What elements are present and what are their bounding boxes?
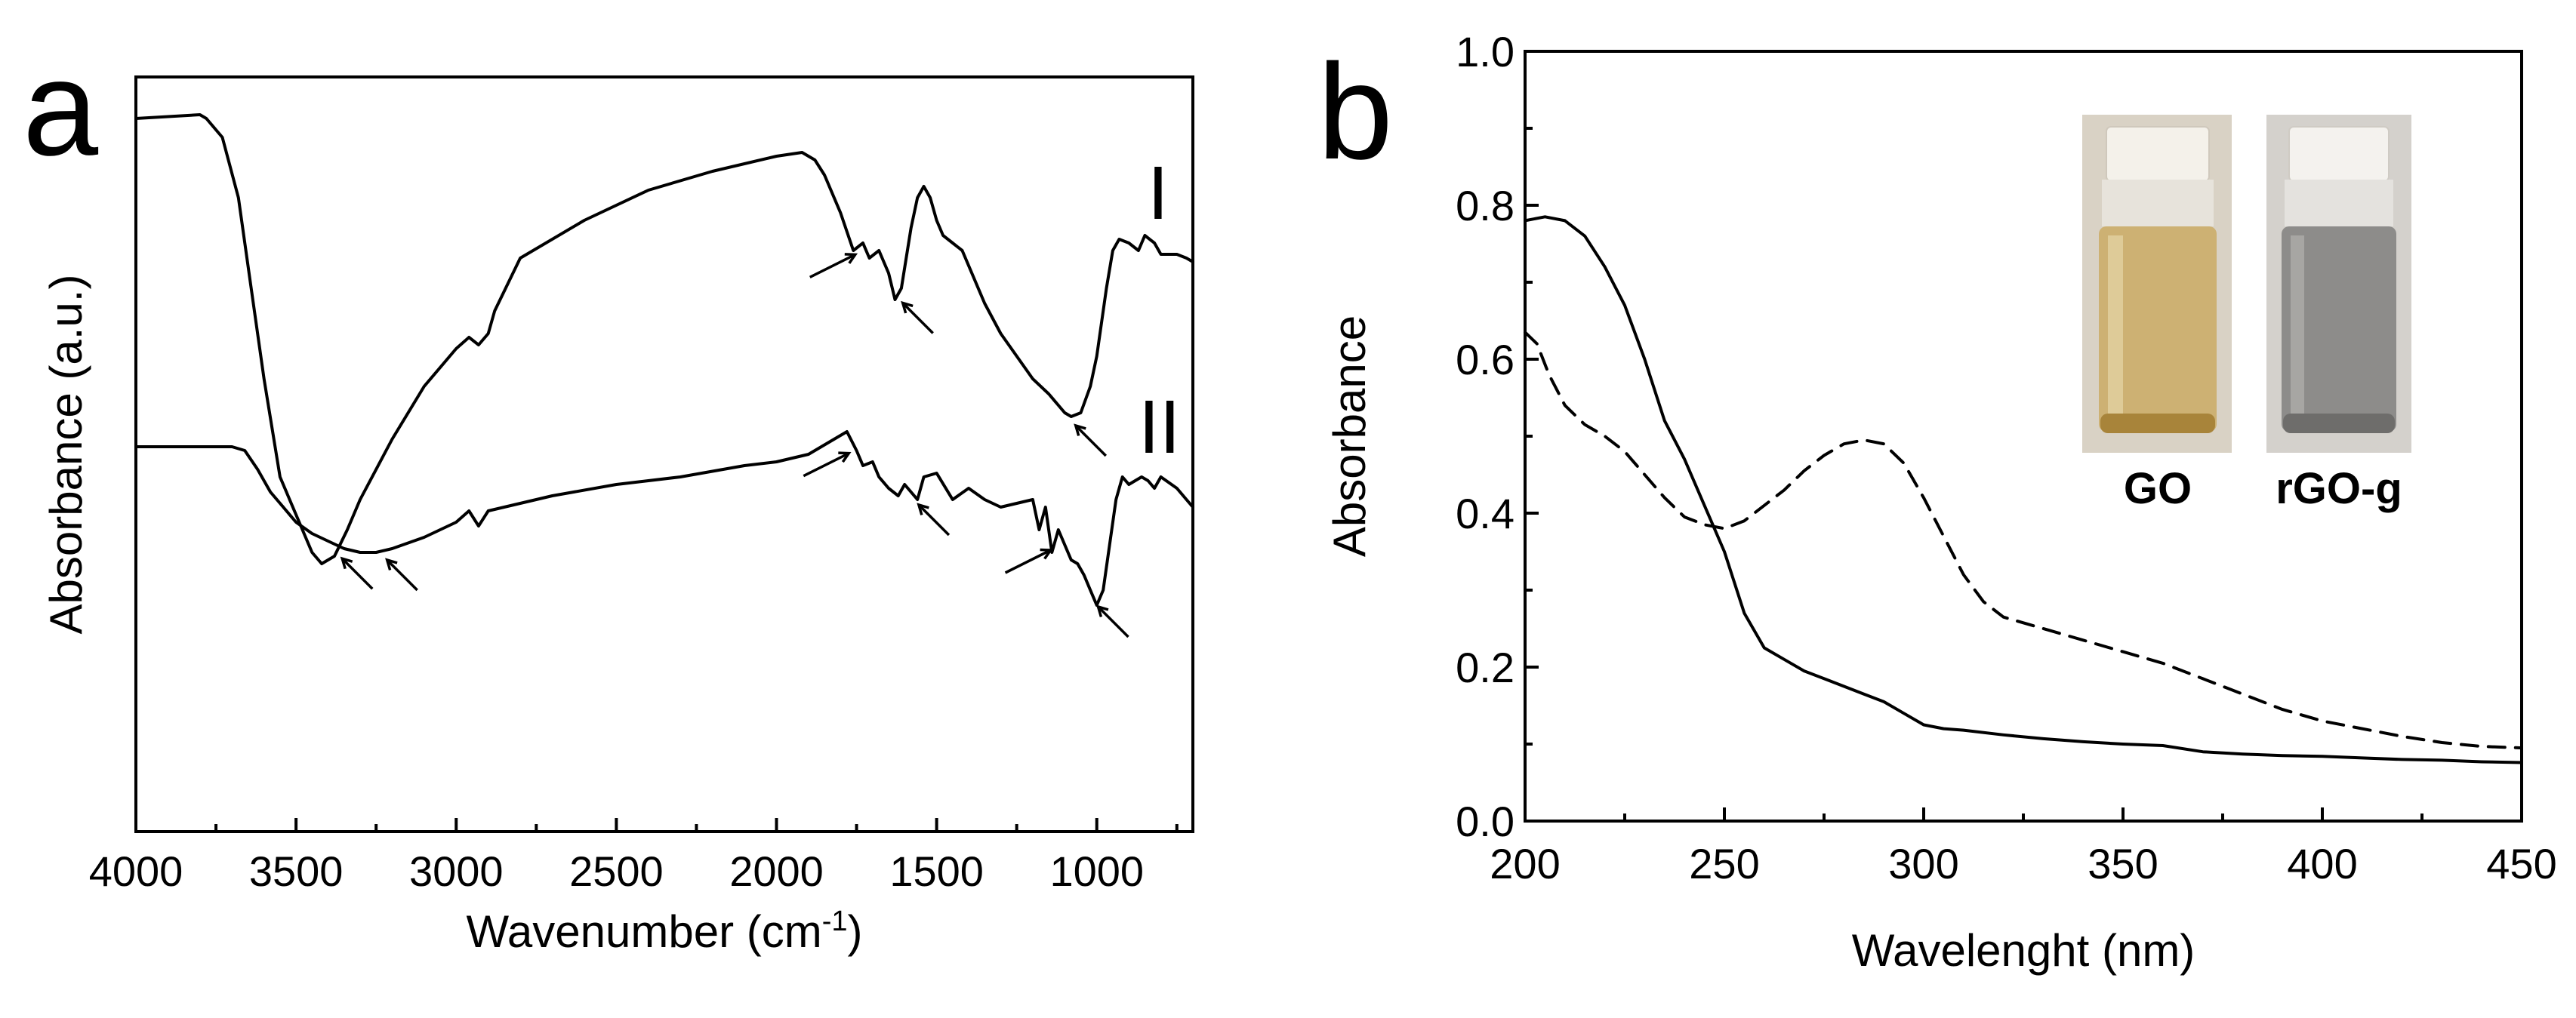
- panel-b-curves: [1524, 215, 2523, 764]
- annotation-arrow: [1074, 424, 1108, 457]
- series-II-line: [134, 430, 1194, 607]
- inset-label-go: GO: [2124, 464, 2192, 513]
- b-x-tick-label-350: 350: [2088, 840, 2158, 887]
- vial-go-neck: [2102, 180, 2214, 226]
- b-x-tick-label-200: 200: [1490, 840, 1560, 887]
- vial-go-cap: [2106, 126, 2210, 182]
- annotation-arrowhead: [844, 253, 858, 264]
- b-y-tick-label-0.4: 0.4: [1456, 490, 1514, 537]
- b-y-tick-label-0.8: 0.8: [1456, 182, 1514, 229]
- annotation-arrowhead: [917, 503, 929, 515]
- annotation-arrowhead: [1095, 604, 1109, 617]
- annotation-arrow: [386, 558, 418, 592]
- b-x-tick-label-250: 250: [1689, 840, 1759, 887]
- annotation-arrow: [803, 452, 850, 478]
- annotation-arrowhead: [1074, 423, 1086, 436]
- series-label-II: II: [1139, 385, 1181, 469]
- vial-go-photo: [2082, 115, 2232, 453]
- vial-rgo-bottom: [2283, 414, 2395, 433]
- vial-go-highlight: [2108, 235, 2123, 417]
- b-y-tick-label-0.6: 0.6: [1456, 336, 1514, 383]
- panel-b-chart: b 200 250 300 350 400 450 0.0 0.2 0.4 0.6 0.8 1.0: [1317, 28, 2557, 976]
- panel-b-y-axis-label: Absorbance: [1324, 315, 1375, 557]
- x-label-close: ): [848, 906, 863, 957]
- annotation-arrow: [901, 302, 934, 334]
- annotation-arrowhead: [901, 300, 914, 314]
- vial-rgo-neck: [2285, 180, 2393, 226]
- b-x-tick-label-400: 400: [2287, 840, 2357, 887]
- panel-a-x-ticks: 4000 3500 3000 2500 2000 1500 1000: [89, 818, 1179, 895]
- vial-go-liquid: [2099, 226, 2217, 432]
- inset-vials-photo: GO rGO-g: [2069, 113, 2416, 513]
- vial-rgo-highlight: [2291, 235, 2304, 417]
- series-I-line: [134, 113, 1194, 565]
- annotation-arrowhead: [1040, 548, 1053, 560]
- annotation-arrow: [1004, 549, 1052, 574]
- panel-a-y-axis-label: Absorbance (a.u.): [41, 275, 91, 635]
- annotation-arrow: [1097, 605, 1129, 638]
- annotation-arrowhead: [385, 558, 398, 571]
- annotation-arrowhead: [838, 451, 852, 463]
- panel-b-label: b: [1317, 36, 1393, 188]
- x-tick-label-3500: 3500: [249, 847, 344, 895]
- x-tick-label-1500: 1500: [889, 847, 984, 895]
- panel-b-x-axis-label: Wavelenght (nm): [1852, 925, 2195, 976]
- annotation-arrow: [341, 558, 374, 590]
- annotation-arrow: [917, 503, 951, 537]
- series-GO-line: [1524, 331, 2523, 750]
- panel-a-annotation-arrows: [340, 253, 1129, 638]
- panel-a-chart: a 4000 3500 3000 2500 2000 1500 1000 I II Wave…: [23, 32, 1194, 957]
- panel-a-curves: [134, 113, 1194, 607]
- vial-rgo-liquid: [2282, 226, 2396, 432]
- b-y-tick-label-1: 1.0: [1456, 28, 1514, 75]
- panel-b-ticks: 200 250 300 350 400 450 0.0 0.2 0.4 0.6 0.8 1.0: [1456, 28, 2557, 887]
- x-tick-label-2000: 2000: [729, 847, 824, 895]
- series-rGO-g-line: [1524, 215, 2523, 764]
- panel-a-label: a: [23, 32, 99, 184]
- annotation-arrowhead: [340, 556, 353, 570]
- panel-a-x-axis-label: Wavenumber (cm-1): [467, 906, 863, 957]
- x-tick-label-1000: 1000: [1049, 847, 1144, 895]
- annotation-arrow: [809, 253, 856, 278]
- x-label-main: Wavenumber (cm: [467, 906, 822, 957]
- b-x-tick-label-450: 450: [2486, 840, 2556, 887]
- x-tick-label-4000: 4000: [89, 847, 183, 895]
- x-tick-label-2500: 2500: [569, 847, 664, 895]
- vial-go-bottom: [2100, 414, 2215, 433]
- x-label-superscript: -1: [822, 906, 848, 937]
- series-label-I: I: [1148, 151, 1169, 235]
- panel-a-plot-frame: [134, 75, 1194, 833]
- vial-rgo-photo: [2266, 115, 2411, 453]
- inset-label-rgo-g: rGO-g: [2276, 464, 2402, 513]
- b-y-tick-label-0: 0.0: [1456, 798, 1514, 845]
- x-tick-label-3000: 3000: [409, 847, 504, 895]
- vial-rgo-cap: [2288, 126, 2390, 182]
- b-x-tick-label-300: 300: [1888, 840, 1958, 887]
- b-y-tick-label-0.2: 0.2: [1456, 644, 1514, 691]
